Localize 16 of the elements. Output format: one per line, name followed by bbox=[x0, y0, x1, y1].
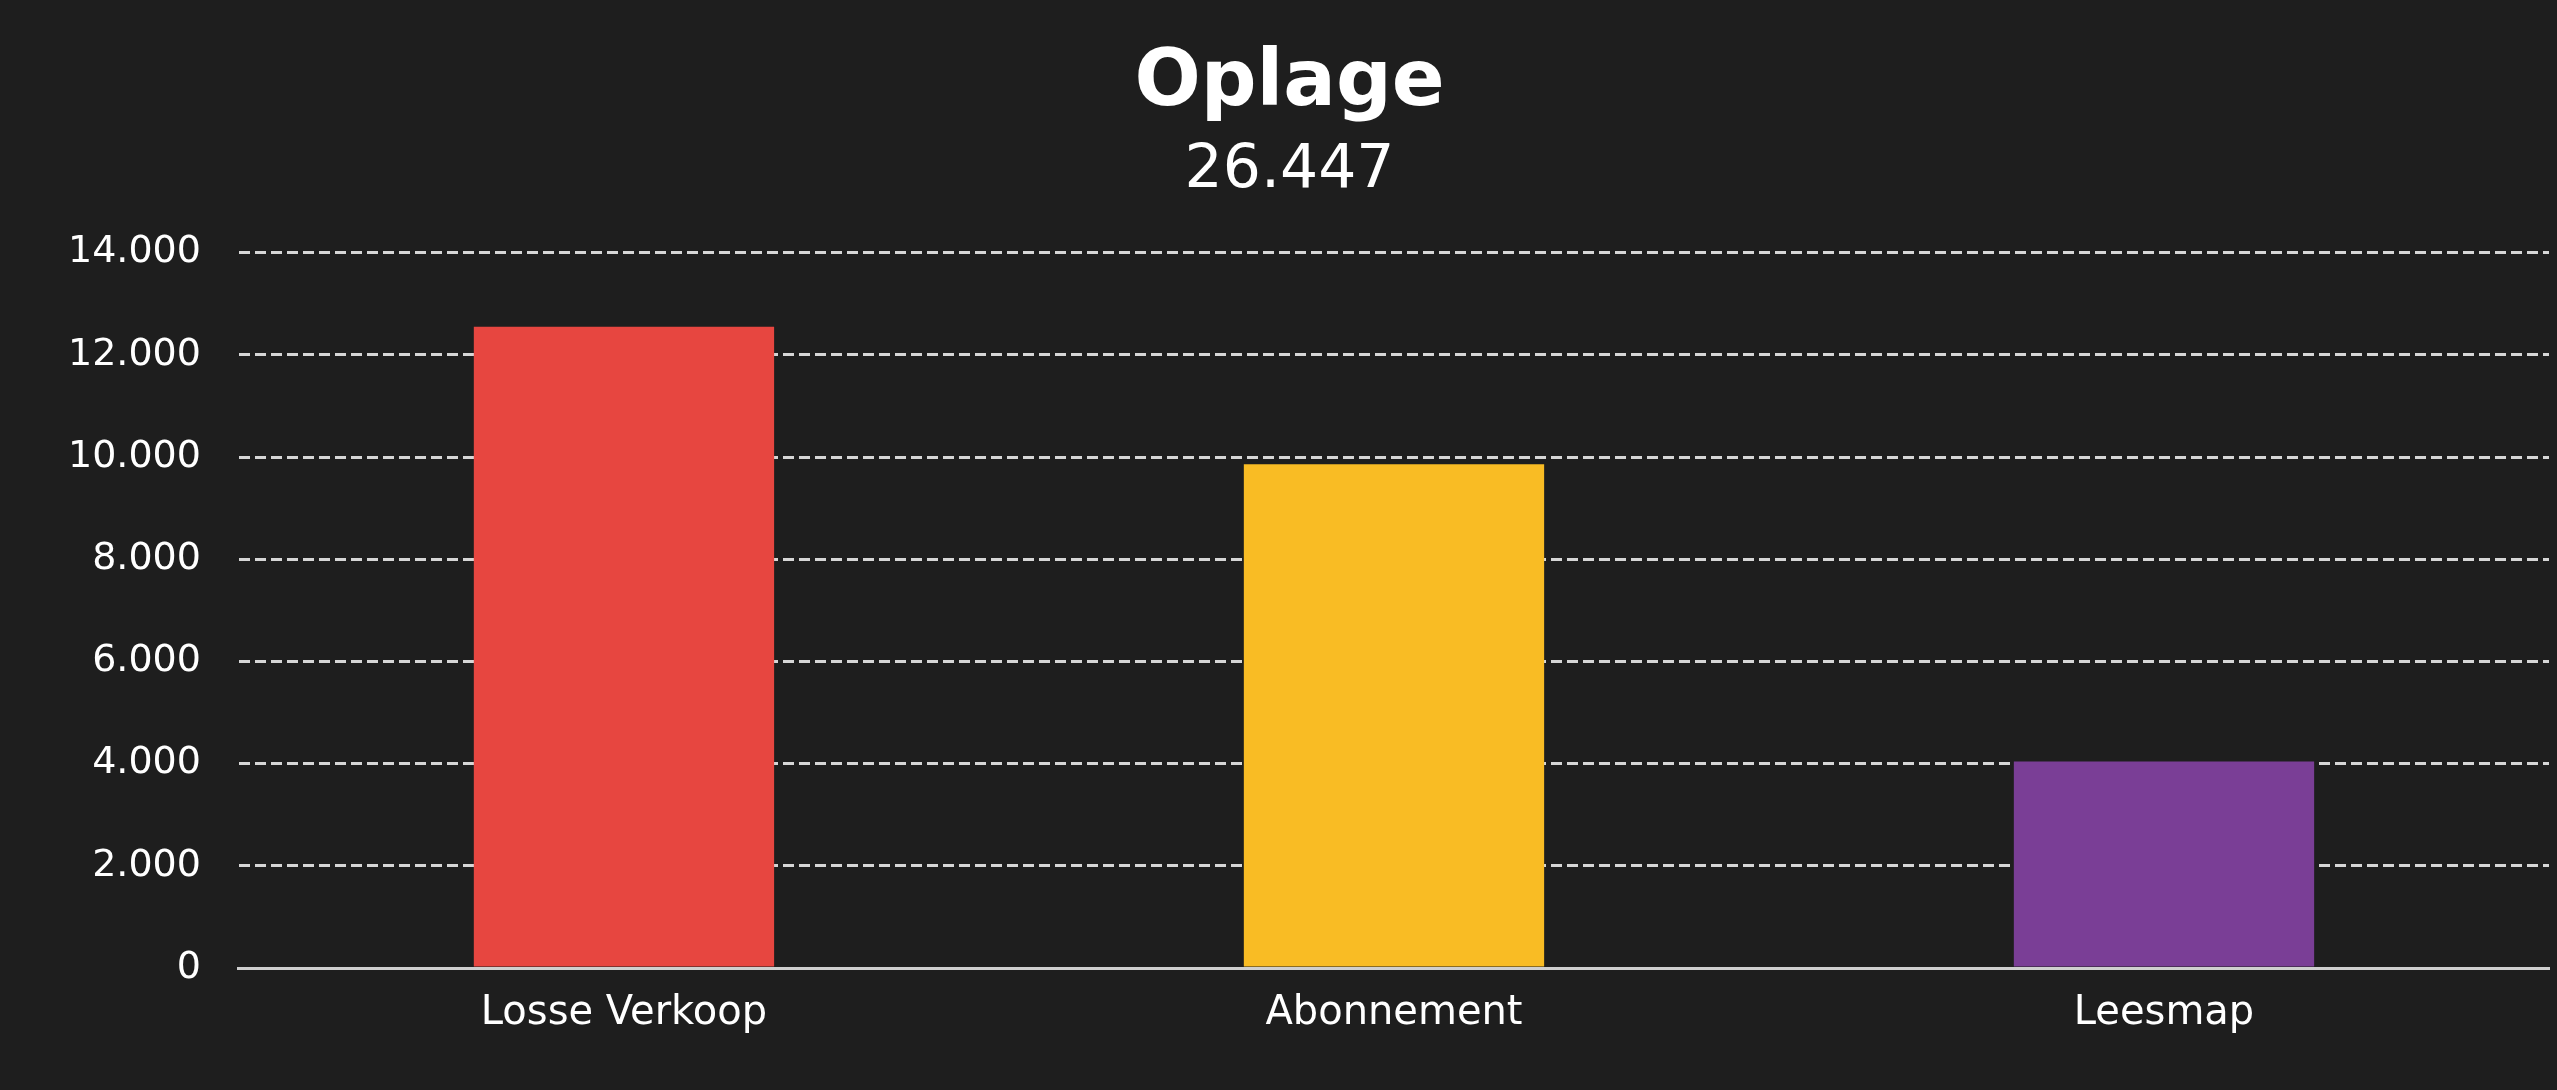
y-tick-label: 2.000 bbox=[92, 840, 201, 885]
bar bbox=[473, 326, 775, 967]
y-tick-label: 14.000 bbox=[67, 227, 201, 272]
bar bbox=[1243, 464, 1545, 967]
x-tick-label: Abonnement bbox=[1265, 987, 1523, 1034]
x-tick-label: Losse Verkoop bbox=[480, 987, 768, 1034]
x-tick-label: Leesmap bbox=[2073, 987, 2255, 1034]
y-tick-label: 6.000 bbox=[92, 636, 201, 681]
chart-title: Oplage bbox=[1134, 33, 1445, 124]
y-tick-label: 8.000 bbox=[92, 534, 201, 579]
y-tick-label: 4.000 bbox=[92, 738, 201, 783]
y-tick-label: 10.000 bbox=[67, 431, 201, 476]
y-tick-label: 12.000 bbox=[67, 329, 201, 374]
y-tick-label: 0 bbox=[176, 942, 201, 987]
chart-subtitle: 26.447 bbox=[1184, 131, 1395, 202]
bar bbox=[2013, 761, 2315, 967]
